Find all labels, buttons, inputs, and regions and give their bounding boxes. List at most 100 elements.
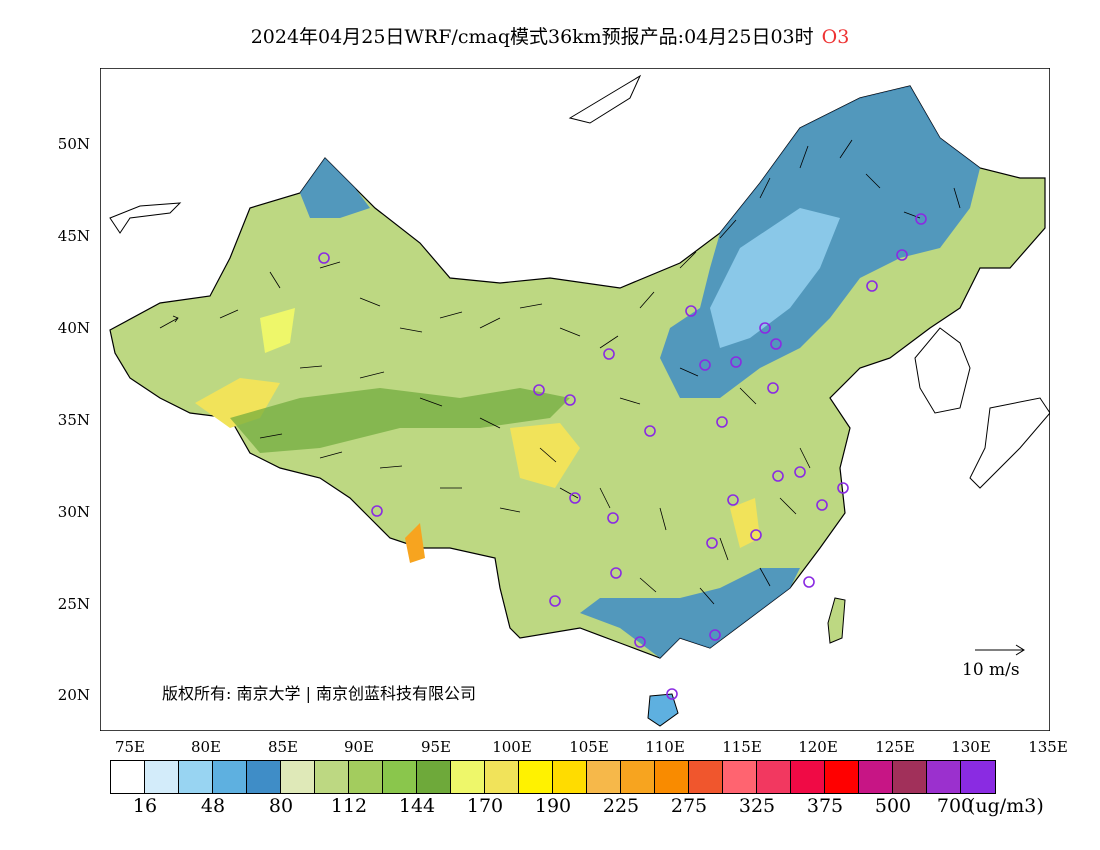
lon-label: 75E (114, 738, 146, 756)
yellow-patch-east (730, 498, 760, 548)
colorbar-cell (587, 761, 621, 793)
station-marker (772, 470, 784, 482)
colorbar-cell (791, 761, 825, 793)
dark-green-band (230, 388, 570, 453)
color-legend-bar (110, 760, 996, 794)
lon-label: 130E (951, 738, 991, 756)
colorbar-label: 112 (330, 795, 368, 817)
station-marker (837, 482, 849, 494)
lon-label: 115E (722, 738, 762, 756)
map-title: 2024年04月25日WRF/cmaq模式36km预报产品:04月25日03时 O… (0, 22, 1100, 49)
wind-arrows (159, 139, 961, 605)
station-marker (896, 249, 908, 261)
station-marker (709, 629, 721, 641)
lon-label: 120E (798, 738, 838, 756)
station-marker (727, 494, 739, 506)
colorbar-cell (519, 761, 553, 793)
northeast-lightblue (710, 208, 840, 348)
colorbar-cell (893, 761, 927, 793)
station-marker (533, 384, 545, 396)
colorbar-cell (927, 761, 961, 793)
colorbar-cell (315, 761, 349, 793)
colorbar-cell (247, 761, 281, 793)
colorbar-label: 500 (874, 795, 912, 817)
colorbar-label: 16 (132, 795, 158, 817)
russia-coast (568, 74, 642, 124)
station-marker (716, 416, 728, 428)
colorbar-cell (383, 761, 417, 793)
northwest-blue-region (300, 158, 370, 218)
lat-label: 45N (57, 227, 90, 245)
lat-label: 20N (57, 686, 90, 704)
lat-label: 30N (57, 503, 90, 521)
colorbar-cell (621, 761, 655, 793)
lon-label: 90E (343, 738, 375, 756)
lon-label: 110E (645, 738, 685, 756)
lat-label: 50N (57, 135, 90, 153)
station-marker (816, 499, 828, 511)
colorbar-unit: (ug/m3) (968, 795, 1044, 817)
station-marker (549, 595, 561, 607)
station-marker (564, 394, 576, 406)
yellow-patch-xinjiang (260, 308, 295, 353)
lon-label: 100E (492, 738, 532, 756)
lat-label: 35N (57, 411, 90, 429)
colorbar-cell (281, 761, 315, 793)
station-marker (770, 338, 782, 350)
lon-label: 80E (190, 738, 222, 756)
colorbar-cell (757, 761, 791, 793)
title-text: 2024年04月25日WRF/cmaq模式36km预报产品:04月25日03时 (250, 26, 814, 48)
station-marker (915, 213, 927, 225)
colorbar-label: 170 (466, 795, 504, 817)
colorbar-cell (349, 761, 383, 793)
station-marker (730, 356, 742, 368)
station-marker (569, 492, 581, 504)
station-marker (699, 359, 711, 371)
station-marker (603, 348, 615, 360)
lon-label: 135E (1028, 738, 1068, 756)
korea-outline (914, 327, 971, 414)
station-marker (634, 636, 646, 648)
station-marker (685, 305, 697, 317)
lon-label: 95E (420, 738, 452, 756)
lat-label: 40N (57, 319, 90, 337)
station-marker (644, 425, 656, 437)
colorbar-label: 225 (602, 795, 640, 817)
colorbar-cell (859, 761, 893, 793)
colorbar-label: 700 (936, 795, 974, 817)
colorbar-cell (111, 761, 145, 793)
colorbar-cell (179, 761, 213, 793)
station-marker (803, 576, 815, 588)
map-area (100, 68, 1050, 731)
lat-label: 25N (57, 595, 90, 613)
kazakh-lake (109, 202, 182, 234)
copyright-text: 版权所有: 南京大学 | 南京创蓝科技有限公司 (162, 684, 477, 703)
station-marker (750, 529, 762, 541)
station-marker (666, 688, 678, 700)
pollutant-label: O3 (821, 26, 850, 48)
yellow-patch-sichuan (510, 423, 580, 488)
taiwan-island (827, 597, 846, 644)
lon-label: 85E (267, 738, 299, 756)
lon-label: 125E (875, 738, 915, 756)
colorbar-label: 80 (268, 795, 294, 817)
station-marker (607, 512, 619, 524)
colorbar-cell (485, 761, 519, 793)
colorbar-cell (689, 761, 723, 793)
station-markers (318, 213, 927, 700)
colorbar-cell (961, 761, 995, 793)
station-marker (767, 382, 779, 394)
colorbar-label: 375 (806, 795, 844, 817)
station-marker (759, 322, 771, 334)
colorbar-label: 48 (200, 795, 226, 817)
south-blue-region (580, 568, 800, 658)
colorbar-cell (655, 761, 689, 793)
colorbar-cell (553, 761, 587, 793)
wind-scale-arrow (975, 644, 1025, 656)
colorbar-cell (213, 761, 247, 793)
colorbar-cell (451, 761, 485, 793)
station-marker (371, 505, 383, 517)
station-marker (318, 252, 330, 264)
colorbar-label: 190 (534, 795, 572, 817)
station-marker (794, 466, 806, 478)
